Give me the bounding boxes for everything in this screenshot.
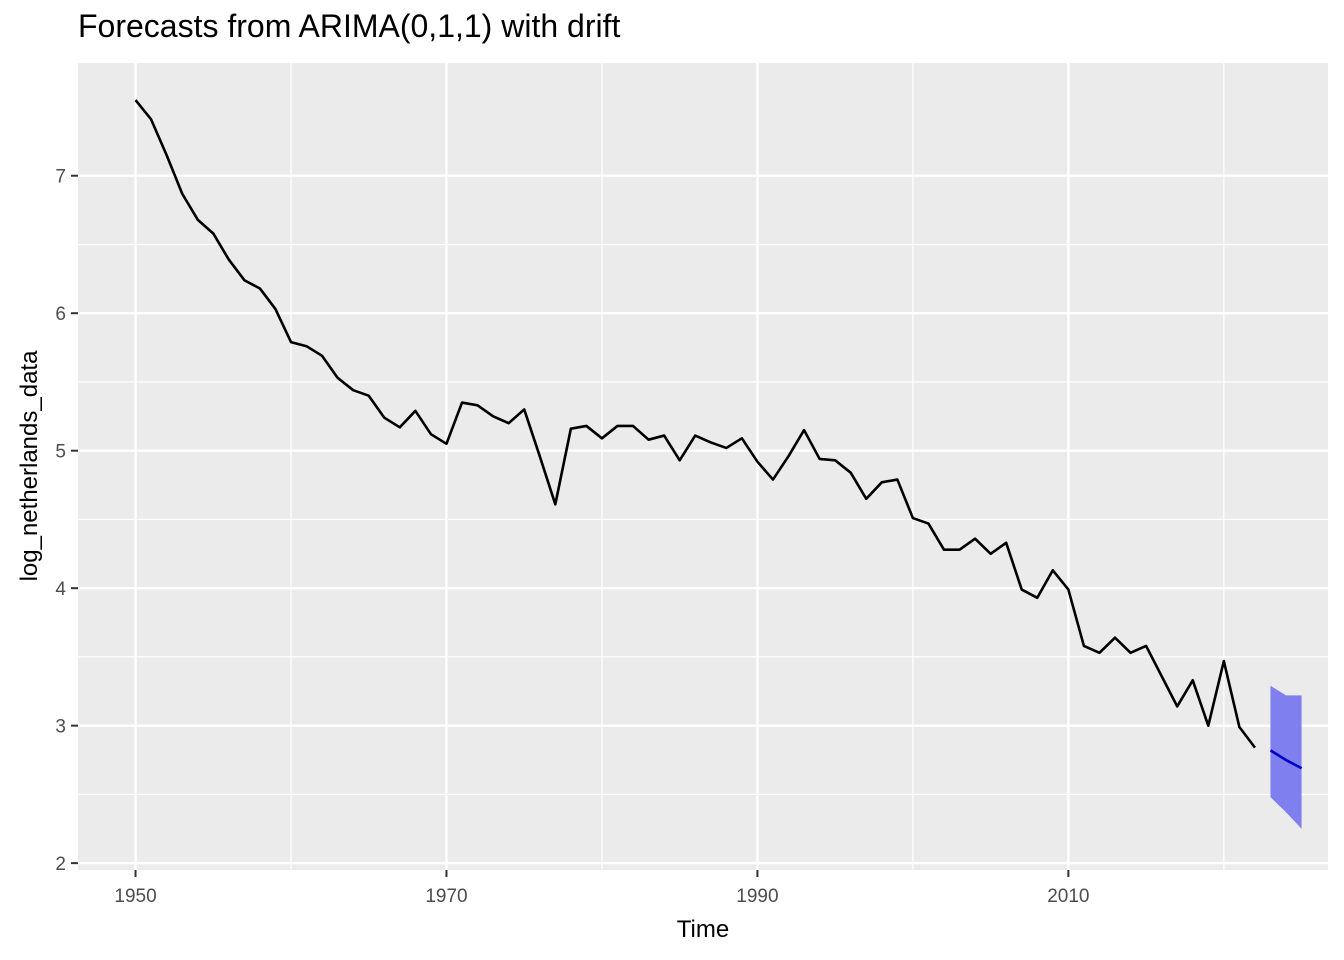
y-tick-label: 5 (55, 442, 66, 463)
forecast-interval (1270, 685, 1302, 829)
x-tick-label: 1990 (736, 886, 778, 907)
chart-title: Forecasts from ARIMA(0,1,1) with drift (78, 8, 621, 44)
forecast-interval-band (1270, 685, 1302, 829)
series-lines (134, 99, 1303, 770)
axes: 2 3 4 5 6 7 1950 1970 1990 2010 (55, 167, 1089, 907)
x-tick-label: 1950 (114, 886, 156, 907)
forecast-mean-line (1269, 749, 1303, 770)
x-tick-label: 2010 (1047, 886, 1089, 907)
x-axis-title: Time (677, 916, 729, 943)
y-axis-title: log_netherlands_data (16, 350, 43, 582)
y-tick-label: 4 (55, 579, 66, 600)
y-tick-label: 3 (55, 717, 66, 738)
y-tick-label: 2 (55, 854, 66, 875)
plot-panel (78, 63, 1328, 870)
series-line (134, 99, 1256, 749)
grid-lines (78, 63, 1328, 870)
x-tick-label: 1970 (425, 886, 467, 907)
y-tick-label: 6 (55, 304, 66, 325)
y-tick-label: 7 (55, 167, 66, 188)
